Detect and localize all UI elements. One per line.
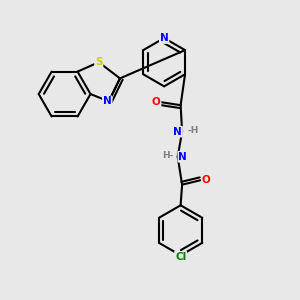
Text: N: N xyxy=(160,33,169,43)
Text: O: O xyxy=(152,97,161,107)
Text: H-: H- xyxy=(162,151,173,160)
Text: S: S xyxy=(95,57,103,67)
Text: N: N xyxy=(103,96,112,106)
Text: N: N xyxy=(178,152,187,162)
Text: -H: -H xyxy=(188,126,199,135)
Text: O: O xyxy=(202,175,211,185)
Text: Cl: Cl xyxy=(175,252,186,262)
Text: N: N xyxy=(173,127,182,137)
